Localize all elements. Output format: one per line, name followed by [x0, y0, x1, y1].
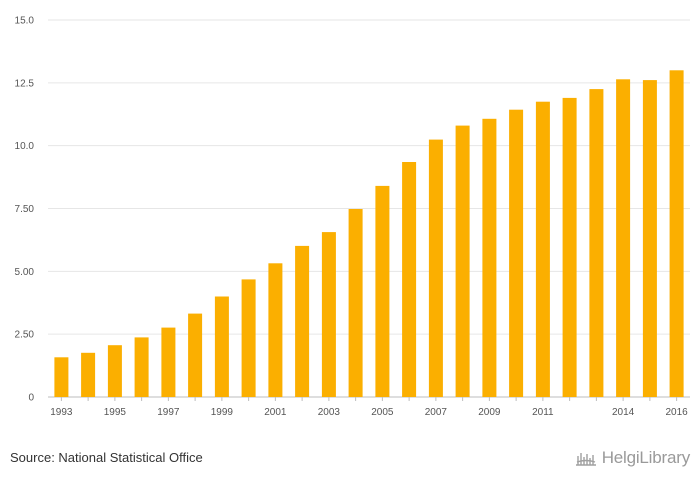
gridlines [48, 19, 690, 398]
bar-1994 [81, 352, 96, 397]
brand-name: HelgiLibrary [601, 448, 691, 467]
bar-2004 [348, 209, 363, 397]
x-tick-label: 2011 [532, 407, 554, 418]
brand-logo: HelgiLibrary [574, 448, 690, 468]
x-tick-label: 1993 [50, 407, 73, 418]
bar-1993 [54, 357, 69, 397]
y-tick-label: 2.50 [15, 330, 35, 341]
bar-2013 [589, 89, 604, 397]
y-tick-label: 15.0 [15, 16, 35, 27]
bar-2003 [321, 232, 336, 397]
bar-2006 [402, 162, 417, 397]
x-tick-label: 2001 [264, 407, 287, 418]
y-tick-label: 0 [28, 393, 34, 404]
library-icon [575, 453, 596, 466]
bar-2015 [642, 80, 657, 397]
bar-2010 [509, 109, 524, 397]
y-tick-label: 12.5 [15, 78, 35, 89]
bar-2014 [616, 79, 631, 398]
x-tick-label: 2005 [371, 407, 394, 418]
bar-1997 [161, 327, 176, 397]
bar-2008 [455, 125, 470, 397]
x-tick-label: 1997 [157, 407, 180, 418]
y-tick-label: 10.0 [15, 141, 35, 152]
bar-2000 [241, 279, 256, 397]
bars [54, 70, 684, 398]
source-note: Source: National Statistical Office [10, 450, 203, 465]
y-axis: 0 2.50 5.00 7.50 10.0 12.5 15.0 [15, 16, 35, 404]
bar-1996 [134, 337, 149, 397]
x-tick-label: 2007 [425, 407, 448, 418]
x-tick-label: 2003 [318, 407, 341, 418]
bar-2009 [482, 118, 497, 398]
bar-2007 [428, 139, 443, 397]
x-tick-label: 2009 [478, 407, 501, 418]
y-tick-label: 5.00 [15, 267, 35, 278]
bar-2001 [268, 263, 283, 397]
bar-2002 [295, 245, 310, 397]
bar-2005 [375, 185, 390, 397]
bar-1999 [214, 296, 229, 397]
bar-2012 [562, 97, 577, 398]
bar-1995 [107, 345, 122, 397]
x-tick-label: 1999 [211, 407, 234, 418]
x-tick-label: 1995 [104, 407, 127, 418]
bar-2011 [535, 101, 550, 397]
y-tick-label: 7.50 [15, 204, 35, 215]
bar-1998 [188, 313, 203, 397]
x-tick-label: 2016 [666, 407, 689, 418]
bar-2016 [669, 70, 684, 398]
x-tick-label: 2014 [612, 407, 635, 418]
x-axis: 1993 1995 1997 1999 2001 2003 2005 2007 2009 2011… [50, 397, 688, 418]
